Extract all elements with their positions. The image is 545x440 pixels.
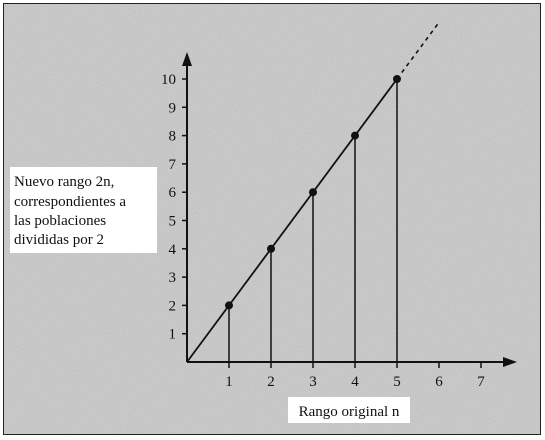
x-axis-arrow xyxy=(503,357,517,367)
x-axis-label: Rango original n xyxy=(299,404,400,420)
point-x-2 xyxy=(267,244,275,253)
y-label-line-1: Nuevo rango 2n, xyxy=(14,174,114,190)
x-ticks: 1 2 3 4 5 6 7 xyxy=(225,362,485,390)
x-label-box xyxy=(288,397,410,423)
series-line-extension xyxy=(396,21,440,80)
y-label-line-2: correspondientes a xyxy=(14,194,126,210)
series-line xyxy=(186,78,398,363)
y-tick-label-1: 1 xyxy=(169,327,177,343)
x-tick-label-2: 2 xyxy=(267,374,275,390)
y-tick-label-3: 3 xyxy=(169,270,177,286)
y-label-line-3: las poblaciones xyxy=(14,213,106,229)
y-axis-arrow xyxy=(182,52,192,66)
y-tick-label-8: 8 xyxy=(169,129,177,145)
x-tick-label-5: 5 xyxy=(393,374,401,390)
y-tick-label-4: 4 xyxy=(169,242,177,258)
y-label-box xyxy=(10,167,157,253)
x-tick-label-1: 1 xyxy=(225,374,233,390)
point-x-3 xyxy=(309,188,317,197)
y-tick-label-5: 5 xyxy=(169,214,177,230)
points xyxy=(225,75,401,310)
y-tick-label-7: 7 xyxy=(169,157,177,173)
line-layer xyxy=(186,21,440,363)
y-tick-label-10: 10 xyxy=(161,72,176,88)
stems xyxy=(228,79,398,362)
y-ticks: 1 2 3 4 5 6 7 8 9 10 xyxy=(161,72,187,343)
x-tick-label-7: 7 xyxy=(477,374,485,390)
axes xyxy=(182,52,517,367)
x-tick-label-4: 4 xyxy=(351,374,359,390)
x-tick-label-6: 6 xyxy=(435,374,443,390)
point-x-4 xyxy=(351,131,359,140)
y-tick-label-6: 6 xyxy=(169,185,177,201)
point-x-5 xyxy=(393,75,401,83)
y-tick-label-9: 9 xyxy=(169,100,177,116)
x-tick-label-3: 3 xyxy=(309,374,317,390)
y-label-line-4: divididas por 2 xyxy=(14,232,104,248)
y-tick-label-2: 2 xyxy=(169,298,177,314)
point-x-1 xyxy=(225,301,233,310)
